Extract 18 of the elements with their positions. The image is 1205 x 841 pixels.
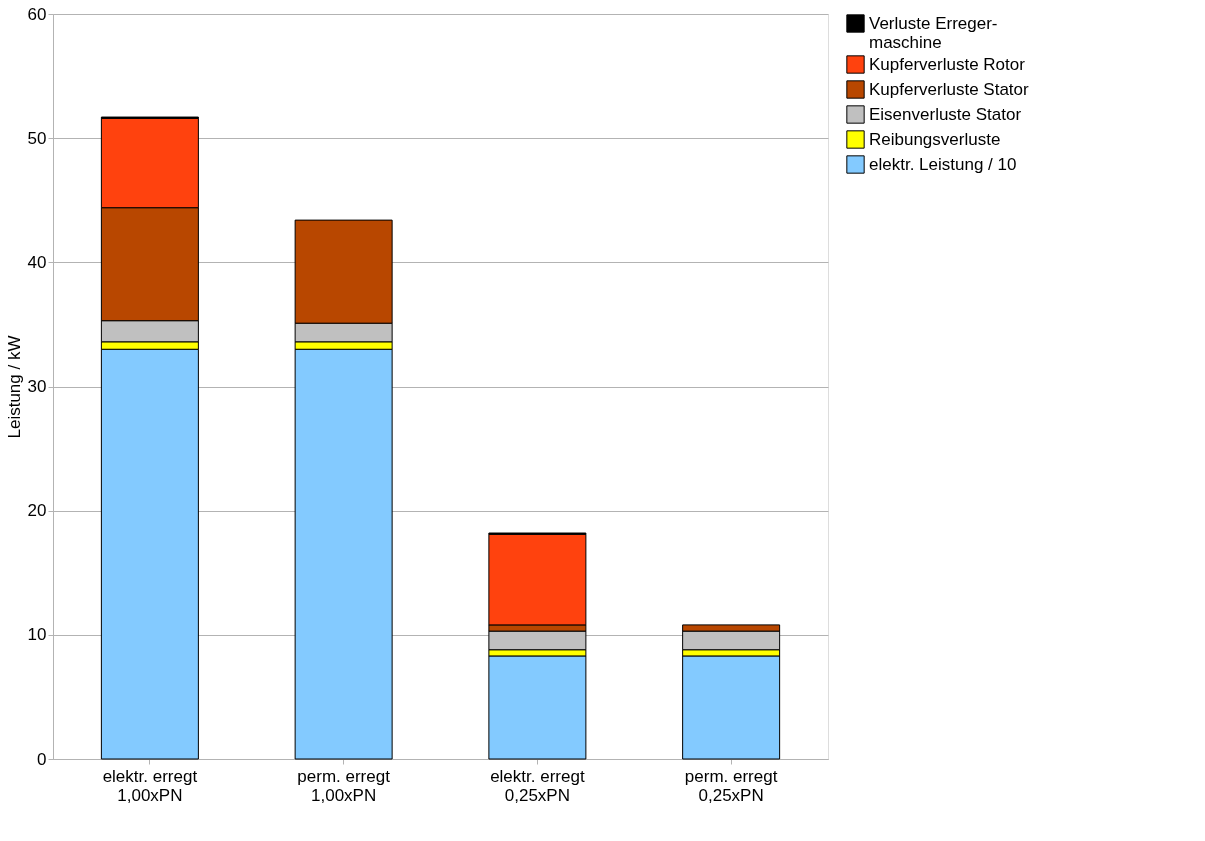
y-axis-title: Leistung / kW <box>4 335 24 439</box>
legend-label: Reibungsverluste <box>869 129 1001 149</box>
y-tick-label: 30 <box>27 377 47 396</box>
y-tick-label: 50 <box>27 128 47 148</box>
x-tick-label: perm. erregt 1,00xPN <box>297 766 391 805</box>
y-tick-label: 10 <box>27 625 47 645</box>
legend-label: Eisenverluste Stator <box>869 104 1022 124</box>
x-tick-label: elektr. erregt 0,25xPN <box>490 766 585 805</box>
legend-label: elektr. Leistung / 10 <box>869 154 1017 174</box>
y-tick-label: 20 <box>27 501 47 521</box>
legend-label: Kupferverluste Stator <box>869 79 1030 99</box>
x-tick-label: perm. erregt 0,25xPN <box>684 766 778 805</box>
y-tick-label: 40 <box>27 252 47 272</box>
legend-label: Kupferverluste Rotor <box>869 54 1026 74</box>
x-tick-label: elektr. erregt 1,00xPN <box>102 766 198 805</box>
y-tick-label: 60 <box>27 4 47 24</box>
legend-label: Verluste Erreger-maschine <box>869 13 998 52</box>
y-tick-label: 0 <box>37 749 47 769</box>
